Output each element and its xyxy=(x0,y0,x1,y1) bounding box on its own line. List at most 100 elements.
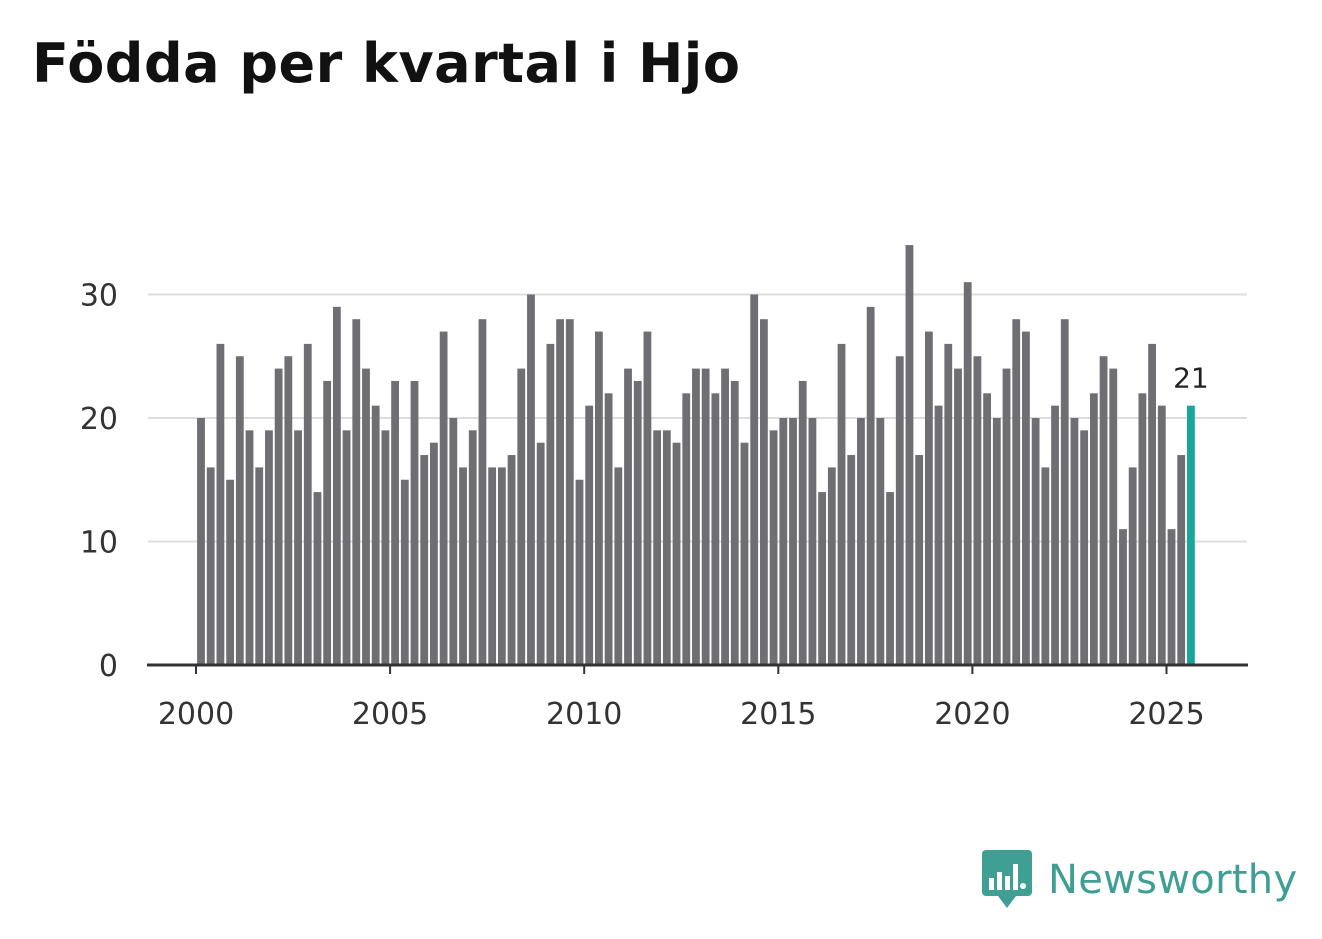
bar-61 xyxy=(779,418,788,665)
bar-49 xyxy=(662,430,671,665)
x-tick-label-2020: 2020 xyxy=(934,697,1010,732)
bar-46 xyxy=(633,380,642,665)
bar-1 xyxy=(197,418,205,665)
bar-48 xyxy=(653,430,662,665)
bar-95 xyxy=(1109,368,1118,665)
bar-16 xyxy=(342,430,351,665)
bar-91 xyxy=(1070,418,1079,665)
bar-54 xyxy=(711,393,720,665)
bar-38 xyxy=(556,319,564,665)
bar-37 xyxy=(546,343,555,665)
bar-102 xyxy=(1177,455,1186,665)
last-value-label: 21 xyxy=(1173,362,1209,395)
bar-11 xyxy=(294,430,302,665)
bar-52 xyxy=(692,368,700,665)
bar-59 xyxy=(759,319,768,665)
bar-97 xyxy=(1128,467,1137,665)
bar-12 xyxy=(303,343,312,665)
x-axis: 2000 2005 2010 2015 2020 2025 xyxy=(147,663,1248,732)
annotations: 21 xyxy=(1173,362,1209,395)
bar-22 xyxy=(400,479,409,665)
bar-72 xyxy=(886,492,894,665)
bar-55 xyxy=(721,368,729,665)
bar-36 xyxy=(536,442,545,665)
bar-14 xyxy=(323,380,332,665)
bar-85 xyxy=(1012,319,1021,665)
bar-26 xyxy=(439,331,448,665)
bar-96 xyxy=(1119,529,1127,665)
bar-44 xyxy=(614,467,623,665)
bar-39 xyxy=(565,319,574,665)
bar-29 xyxy=(468,430,477,665)
bar-68 xyxy=(847,455,856,665)
bar-64 xyxy=(808,418,817,665)
bar-4 xyxy=(226,479,235,665)
bar-74 xyxy=(905,245,914,665)
bar-56 xyxy=(730,380,739,665)
bar-89 xyxy=(1051,405,1059,665)
bar-19 xyxy=(371,405,380,665)
bar-58 xyxy=(750,294,759,665)
bar-10 xyxy=(284,356,293,665)
newsworthy-logo: Newsworthy xyxy=(980,848,1297,912)
bar-13 xyxy=(313,492,322,665)
bar-77 xyxy=(934,405,943,665)
bar-65 xyxy=(818,492,827,665)
y-tick-label-20: 20 xyxy=(80,402,118,437)
bar-34 xyxy=(517,368,526,665)
bar-18 xyxy=(362,368,370,665)
bar-86 xyxy=(1022,331,1030,665)
bar-76 xyxy=(924,331,933,665)
bar-31 xyxy=(488,467,497,665)
chart-title: Födda per kvartal i Hjo xyxy=(32,32,741,95)
bar-82 xyxy=(983,393,992,665)
bar-51 xyxy=(682,393,691,665)
bar-99 xyxy=(1148,343,1156,665)
bar-103 xyxy=(1187,405,1195,665)
bar-35 xyxy=(527,294,535,665)
bar-53 xyxy=(701,368,710,665)
bar-24 xyxy=(420,455,429,665)
bar-81 xyxy=(973,356,982,665)
bar-100 xyxy=(1157,405,1166,665)
x-tick-label-2015: 2015 xyxy=(740,697,816,732)
bar-92 xyxy=(1080,430,1089,665)
bar-60 xyxy=(769,430,778,665)
bar-32 xyxy=(497,467,506,665)
bar-8 xyxy=(265,430,273,665)
bar-79 xyxy=(954,368,962,665)
y-tick-label-10: 10 xyxy=(80,526,118,561)
bar-5 xyxy=(235,356,244,665)
bar-75 xyxy=(915,455,924,665)
bar-17 xyxy=(352,319,361,665)
bar-20 xyxy=(381,430,390,665)
bar-6 xyxy=(245,430,254,665)
bar-3 xyxy=(216,343,225,665)
bar-40 xyxy=(575,479,584,665)
x-tick-label-2005: 2005 xyxy=(352,697,428,732)
bar-30 xyxy=(478,319,487,665)
bar-2 xyxy=(206,467,215,665)
bar-45 xyxy=(624,368,632,665)
bar-70 xyxy=(866,306,875,665)
y-tick-label-0: 0 xyxy=(99,649,118,684)
bar-28 xyxy=(459,467,467,665)
bar-7 xyxy=(255,467,264,665)
bar-71 xyxy=(876,418,885,665)
bar-94 xyxy=(1099,356,1108,665)
bar-21 xyxy=(391,380,399,665)
bar-15 xyxy=(332,306,341,665)
bar-78 xyxy=(944,343,953,665)
bar-25 xyxy=(430,442,438,665)
bar-98 xyxy=(1138,393,1147,665)
bar-50 xyxy=(672,442,681,665)
bar-84 xyxy=(1002,368,1011,665)
y-tick-label-30: 30 xyxy=(80,279,118,314)
bar-90 xyxy=(1060,319,1069,665)
bar-83 xyxy=(992,418,1001,665)
bar-87 xyxy=(1031,418,1040,665)
bar-23 xyxy=(410,380,419,665)
bar-43 xyxy=(604,393,613,665)
bar-101 xyxy=(1167,529,1176,665)
